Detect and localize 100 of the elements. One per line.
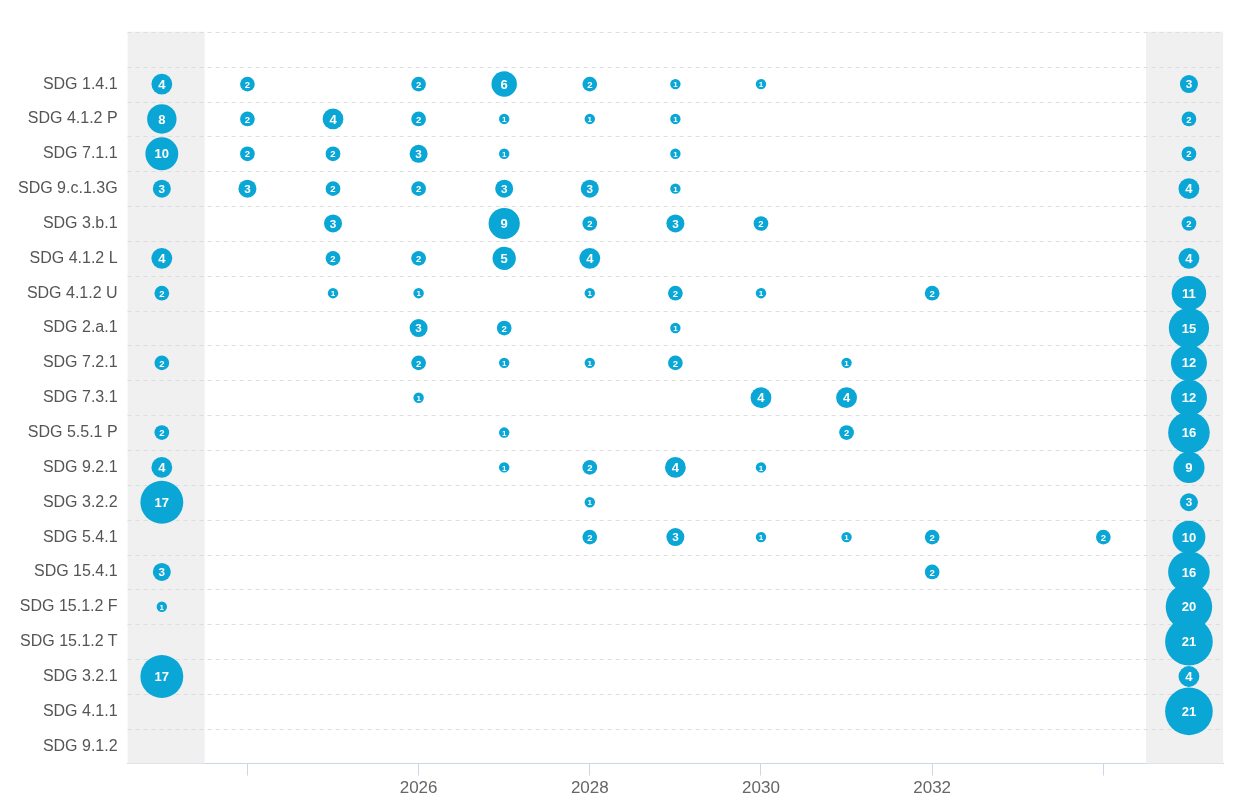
data-label: 15	[1181, 320, 1197, 336]
data-label: 3	[415, 321, 423, 335]
data-label: 10	[154, 146, 170, 162]
data-label: 2	[587, 218, 593, 230]
data-label: 1	[758, 80, 764, 90]
data-label: 1	[501, 115, 507, 125]
data-label: 12	[1181, 355, 1197, 371]
data-label: 2	[159, 357, 165, 369]
y-tick-label: SDG 1.4.1	[42, 74, 118, 92]
data-label: 4	[329, 111, 338, 127]
data-label: 3	[672, 216, 680, 230]
data-label: 1	[501, 463, 507, 473]
y-tick-label: SDG 4.1.2 U	[26, 283, 118, 301]
y-tick-label: SDG 3.b.1	[42, 213, 118, 231]
data-label: 2	[587, 78, 593, 90]
data-label: 2	[244, 113, 251, 125]
y-tick-label: SDG 9.c.1.3G	[18, 179, 118, 197]
data-label: 1	[673, 184, 679, 194]
data-label: 16	[1181, 425, 1197, 441]
data-label: 4	[158, 250, 167, 266]
data-label: 4	[757, 390, 766, 406]
data-label: 2	[415, 113, 422, 125]
data-label: 1	[673, 149, 679, 159]
data-label: 3	[1185, 77, 1193, 91]
data-label: 3	[158, 181, 166, 195]
data-label: 1	[416, 289, 422, 299]
data-label: 9	[1185, 459, 1193, 475]
data-label: 3	[244, 181, 252, 195]
data-label: 3	[329, 216, 337, 230]
data-label: 1	[416, 393, 422, 403]
data-label: 4	[671, 459, 680, 475]
data-label: 2	[843, 427, 850, 439]
data-label: 1	[844, 359, 850, 369]
data-label: 3	[586, 181, 594, 195]
y-tick-label: SDG 5.4.1	[42, 527, 118, 545]
data-label: 1	[501, 428, 507, 438]
x-tick-label: 2028	[570, 778, 609, 798]
data-label: 4	[586, 250, 595, 266]
data-label: 2	[501, 322, 507, 334]
data-label: 1	[587, 289, 593, 299]
data-label: 1	[673, 115, 679, 125]
data-label: 12	[1181, 390, 1197, 406]
data-label: 1	[673, 80, 679, 90]
data-label: 2	[672, 287, 679, 299]
data-label: 1	[844, 533, 850, 543]
data-label: 4	[842, 390, 851, 406]
data-label: 3	[158, 565, 166, 579]
y-tick-label: SDG 4.1.1	[42, 701, 118, 719]
data-label: 4	[1185, 181, 1194, 197]
data-label: 4	[158, 76, 167, 92]
x-tick-label: 2026	[399, 778, 438, 798]
data-label: 20	[1181, 599, 1197, 615]
data-label: 2	[330, 148, 336, 160]
data-label: 4	[1185, 250, 1194, 266]
data-label: 2	[159, 427, 165, 439]
data-label: 2	[1186, 148, 1192, 160]
data-label: 17	[154, 669, 170, 685]
data-label: 21	[1181, 703, 1197, 719]
data-label: 2	[1186, 218, 1192, 230]
data-label: 2	[244, 148, 251, 160]
data-label: 2	[415, 78, 422, 90]
data-label: 1	[159, 603, 165, 612]
data-label: 17	[154, 494, 170, 510]
data-label: 1	[501, 359, 507, 369]
data-label: 10	[1181, 529, 1197, 545]
data-label: 3	[672, 530, 680, 544]
data-label: 2	[929, 531, 935, 543]
y-tick-label: SDG 9.2.1	[42, 457, 118, 475]
x-tick-label: 2030	[742, 778, 780, 798]
y-tick-label: SDG 4.1.2 L	[29, 248, 118, 266]
y-tick-label: SDG 15.1.2 T	[20, 632, 118, 650]
data-label: 1	[587, 498, 593, 508]
data-label: 6	[500, 76, 508, 92]
data-label: 2	[330, 252, 336, 264]
y-tick-label: SDG 3.2.2	[42, 492, 118, 510]
data-label: 5	[500, 250, 508, 266]
data-label: 2	[415, 183, 422, 195]
data-label: 9	[500, 216, 508, 232]
data-label: 2	[1186, 113, 1192, 125]
data-label: 3	[1185, 495, 1193, 509]
y-tick-label: SDG 3.2.1	[42, 666, 118, 684]
data-label: 2	[929, 287, 935, 299]
y-tick-label: SDG 7.3.1	[42, 388, 118, 406]
data-label: 2	[929, 566, 935, 578]
data-label: 2	[244, 78, 251, 90]
data-label: 2	[587, 531, 593, 543]
data-label: 3	[415, 147, 423, 161]
data-label: 8	[158, 111, 166, 127]
data-label: 1	[587, 115, 593, 125]
data-label: 2	[1100, 531, 1106, 543]
data-label: 1	[758, 533, 764, 543]
data-label: 4	[1185, 669, 1194, 685]
data-label: 2	[159, 287, 165, 299]
y-tick-label: SDG 9.1.2	[42, 736, 118, 754]
y-tick-label: SDG 4.1.2 P	[27, 109, 118, 127]
data-label: 1	[587, 359, 593, 369]
y-tick-label: SDG 7.2.1	[42, 353, 118, 371]
y-tick-label: SDG 15.1.2 F	[19, 597, 118, 615]
data-label: 2	[330, 183, 336, 195]
data-label: 21	[1181, 634, 1197, 650]
